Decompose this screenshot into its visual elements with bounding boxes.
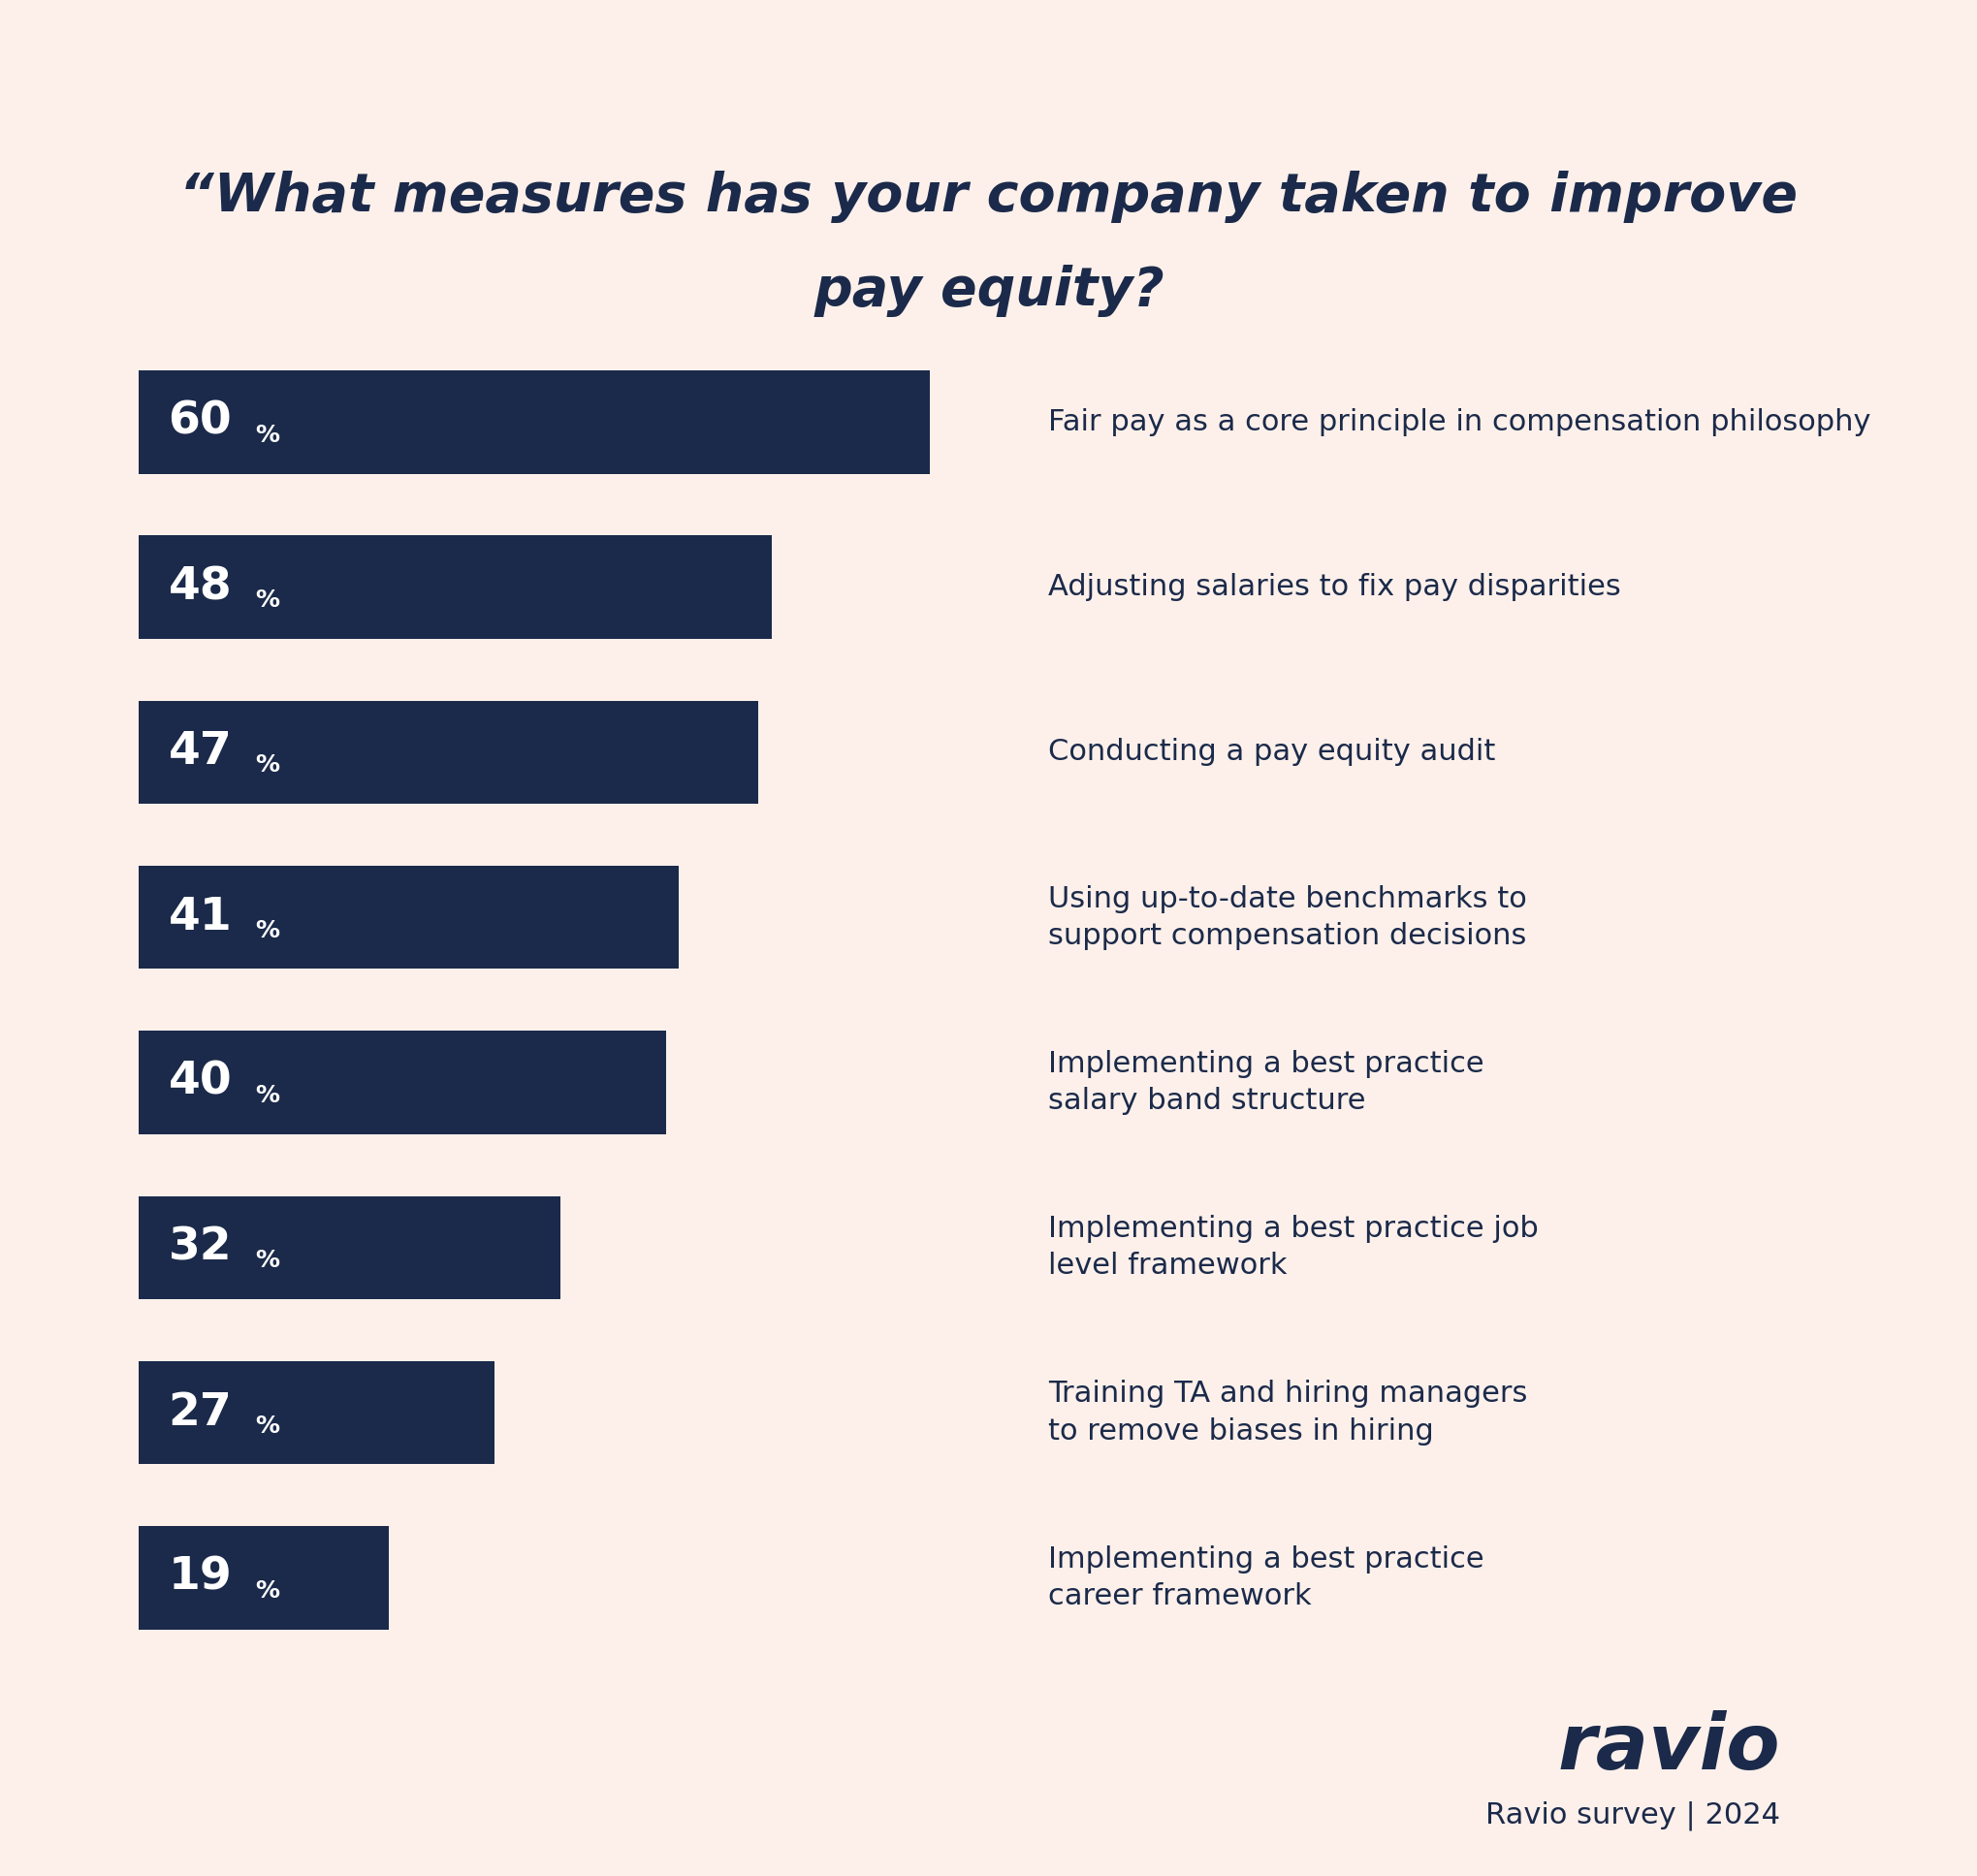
Text: %: %: [255, 754, 279, 777]
FancyBboxPatch shape: [138, 865, 678, 968]
FancyBboxPatch shape: [138, 1525, 389, 1628]
Text: Using up-to-date benchmarks to
support compensation decisions: Using up-to-date benchmarks to support c…: [1048, 885, 1526, 949]
Text: 60: 60: [168, 400, 231, 445]
Text: %: %: [255, 589, 279, 612]
Text: Conducting a pay equity audit: Conducting a pay equity audit: [1048, 739, 1495, 765]
FancyBboxPatch shape: [138, 535, 771, 638]
Text: Implementing a best practice
career framework: Implementing a best practice career fram…: [1048, 1546, 1483, 1610]
FancyBboxPatch shape: [138, 1032, 666, 1133]
Text: 48: 48: [168, 565, 231, 610]
Text: 47: 47: [168, 730, 231, 775]
Text: %: %: [255, 1415, 279, 1437]
FancyBboxPatch shape: [138, 1197, 559, 1298]
Text: Implementing a best practice job
level framework: Implementing a best practice job level f…: [1048, 1216, 1538, 1279]
Text: ravio: ravio: [1558, 1711, 1779, 1786]
Text: %: %: [255, 1249, 279, 1272]
Text: Fair pay as a core principle in compensation philosophy: Fair pay as a core principle in compensa…: [1048, 409, 1870, 435]
Text: pay equity?: pay equity?: [813, 265, 1164, 317]
FancyBboxPatch shape: [138, 1360, 494, 1463]
Text: 27: 27: [168, 1390, 231, 1435]
Text: 19: 19: [168, 1555, 231, 1600]
FancyBboxPatch shape: [138, 700, 757, 803]
Text: Ravio survey | 2024: Ravio survey | 2024: [1485, 1801, 1779, 1831]
Text: 32: 32: [168, 1225, 231, 1270]
Text: Training TA and hiring managers
to remove biases in hiring: Training TA and hiring managers to remov…: [1048, 1381, 1526, 1445]
Text: %: %: [255, 1580, 279, 1602]
Text: Adjusting salaries to fix pay disparities: Adjusting salaries to fix pay disparitie…: [1048, 574, 1621, 600]
FancyBboxPatch shape: [138, 370, 929, 473]
Text: Implementing a best practice
salary band structure: Implementing a best practice salary band…: [1048, 1051, 1483, 1114]
Text: %: %: [255, 919, 279, 942]
Text: %: %: [255, 1084, 279, 1107]
Text: %: %: [255, 424, 279, 446]
Text: “What measures has your company taken to improve: “What measures has your company taken to…: [180, 171, 1797, 223]
Text: 40: 40: [168, 1060, 231, 1105]
Text: 41: 41: [168, 895, 231, 940]
